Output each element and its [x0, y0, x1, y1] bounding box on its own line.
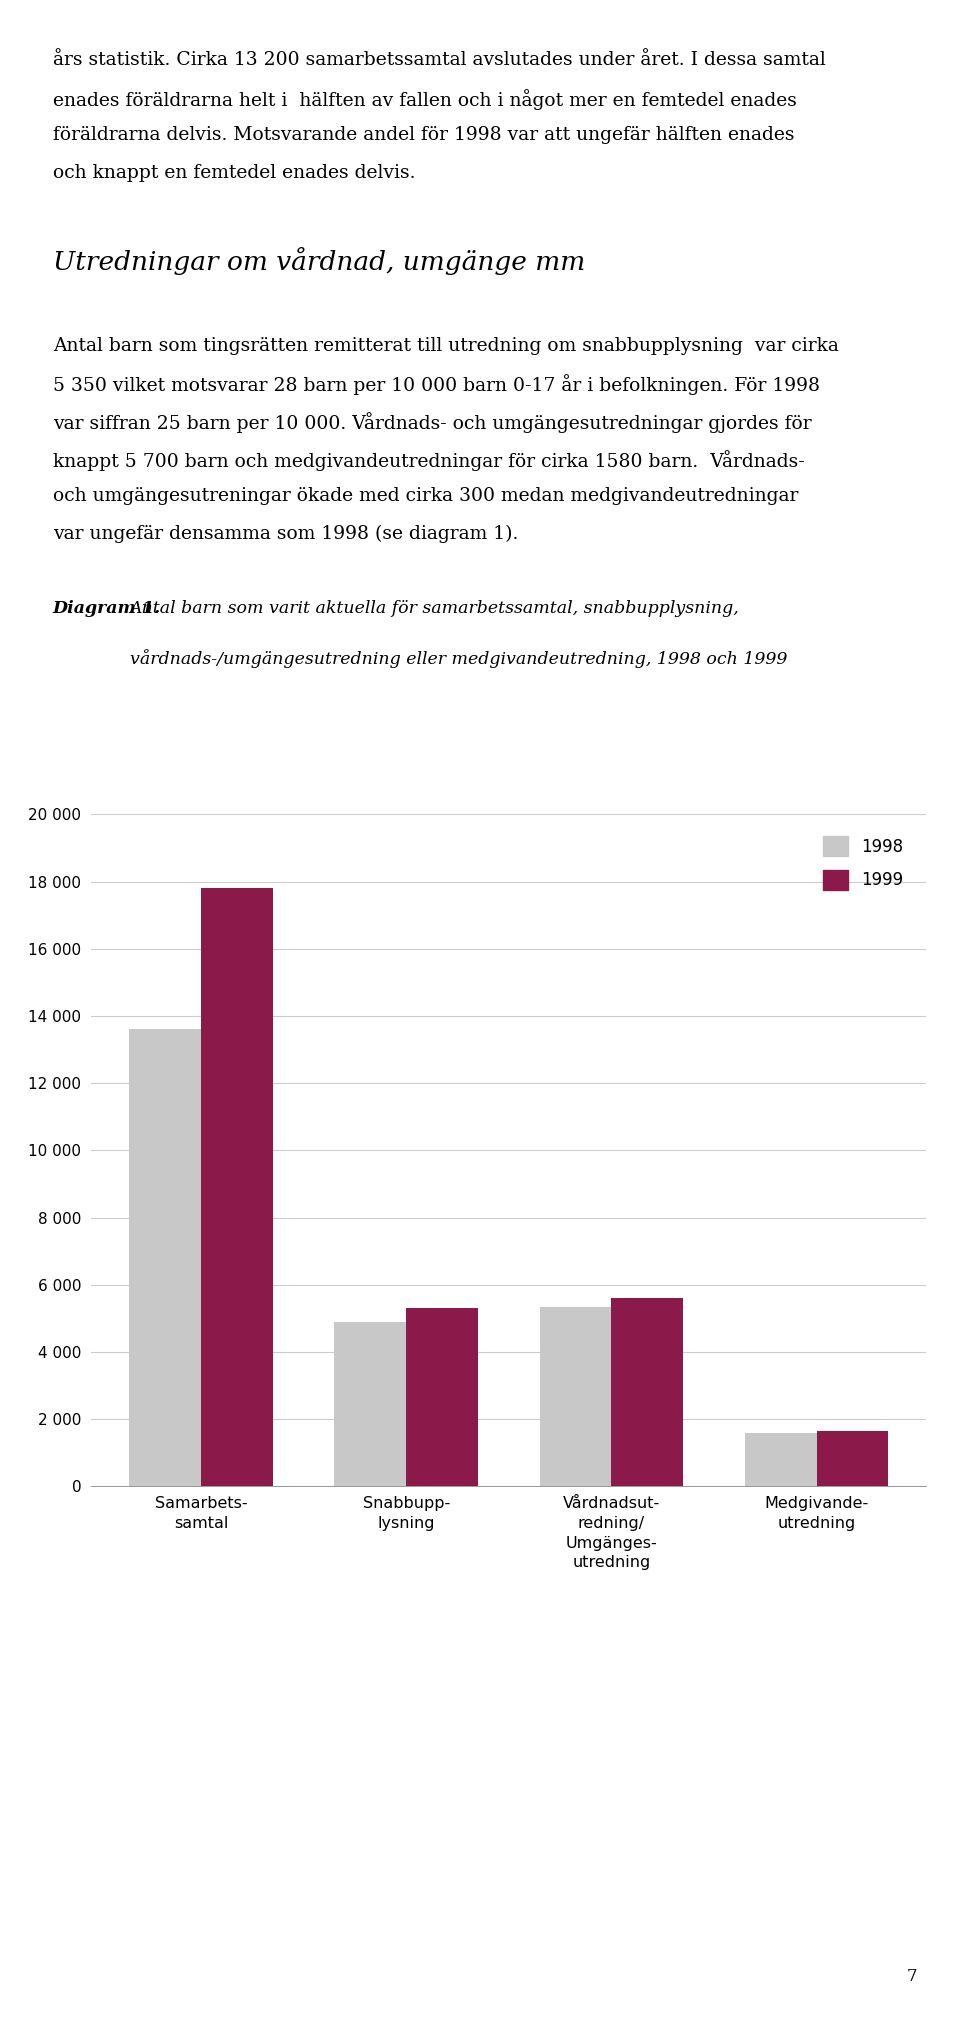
Text: 7: 7	[906, 1969, 917, 1985]
Bar	[201, 888, 273, 1486]
Bar	[540, 1307, 612, 1486]
Text: Diagram 1.: Diagram 1.	[53, 601, 161, 617]
Text: Antal barn som tingsrätten remitterat till utredning om snabbupplysning  var cir: Antal barn som tingsrätten remitterat ti…	[53, 336, 839, 354]
Bar	[745, 1433, 817, 1486]
Text: och knappt en femtedel enades delvis.: och knappt en femtedel enades delvis.	[53, 165, 416, 181]
Text: vårdnads-/umgängesutredning eller medgivandeutredning, 1998 och 1999: vårdnads-/umgängesutredning eller medgiv…	[130, 649, 787, 668]
Bar	[334, 1321, 406, 1486]
Text: års statistik. Cirka 13 200 samarbetssamtal avslutades under året. I dessa samta: års statistik. Cirka 13 200 samarbetssam…	[53, 51, 826, 69]
Text: enades föräldrarna helt i  hälften av fallen och i något mer en femtedel enades: enades föräldrarna helt i hälften av fal…	[53, 90, 797, 110]
Text: 5 350 vilket motsvarar 28 barn per 10 000 barn 0-17 år i befolkningen. För 1998: 5 350 vilket motsvarar 28 barn per 10 00…	[53, 375, 820, 395]
Text: och umgängesutreningar ökade med cirka 300 medan medgivandeutredningar: och umgängesutreningar ökade med cirka 3…	[53, 487, 798, 505]
Legend: 1998, 1999: 1998, 1999	[816, 829, 910, 896]
Text: Utredningar om vårdnad, umgänge mm: Utredningar om vårdnad, umgänge mm	[53, 246, 585, 275]
Bar	[817, 1431, 888, 1486]
Bar	[406, 1309, 478, 1486]
Text: var siffran 25 barn per 10 000. Vårdnads- och umgängesutredningar gjordes för: var siffran 25 barn per 10 000. Vårdnads…	[53, 411, 811, 434]
Text: Antal barn som varit aktuella för samarbetssamtal, snabbupplysning,: Antal barn som varit aktuella för samarb…	[130, 601, 739, 617]
Text: föräldrarna delvis. Motsvarande andel för 1998 var att ungefär hälften enades: föräldrarna delvis. Motsvarande andel fö…	[53, 126, 794, 145]
Bar	[130, 1030, 201, 1486]
Text: knappt 5 700 barn och medgivandeutredningar för cirka 1580 barn.  Vårdnads-: knappt 5 700 barn och medgivandeutrednin…	[53, 450, 804, 470]
Text: var ungefär densamma som 1998 (se diagram 1).: var ungefär densamma som 1998 (se diagra…	[53, 525, 518, 544]
Bar	[612, 1299, 684, 1486]
